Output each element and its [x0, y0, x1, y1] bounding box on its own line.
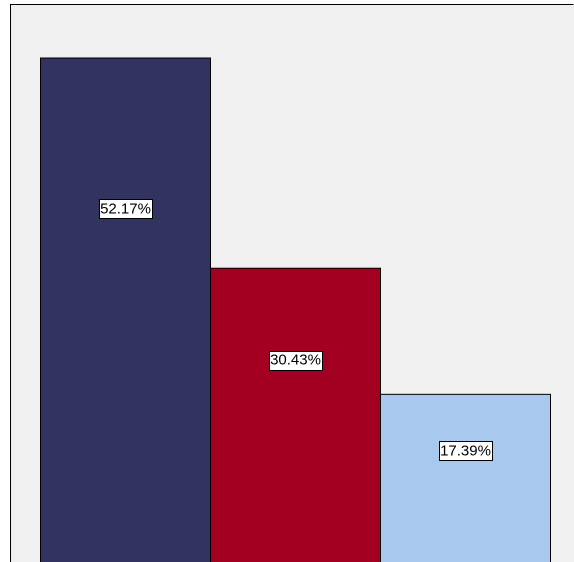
data-label-text: 52.17%: [100, 200, 151, 217]
data-label-2: 30.43%: [269, 351, 323, 371]
bars-group: [40, 57, 551, 562]
data-label-text: 30.43%: [270, 352, 321, 369]
bar-1: [40, 57, 211, 562]
bar-2: [210, 267, 381, 562]
data-label-box: [269, 351, 323, 371]
data-label-box: [439, 441, 493, 461]
plot-frame: [10, 4, 574, 562]
data-label-3: 17.39%: [439, 441, 493, 461]
data-label-1: 52.17%: [99, 199, 153, 219]
data-label-box: [99, 199, 153, 219]
data-label-text: 17.39%: [440, 442, 491, 459]
data-labels-group: 52.17% 30.43% 17.39%: [99, 199, 493, 461]
bar-3: [380, 393, 551, 562]
